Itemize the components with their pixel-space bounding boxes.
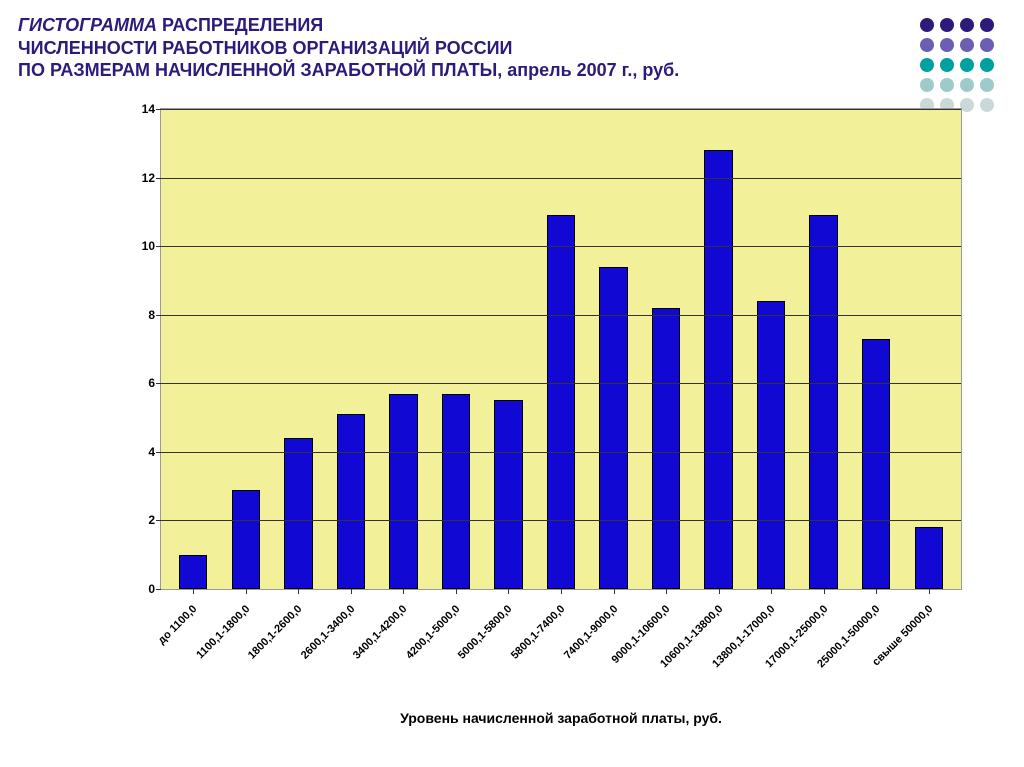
bar-slot: 9000,1-10600,0 [640, 109, 693, 589]
x-tick-mark [298, 589, 299, 594]
bar-slot: 4200,1-5000,0 [430, 109, 483, 589]
decor-dot [960, 78, 974, 92]
bar [862, 339, 890, 589]
x-tick-mark [456, 589, 457, 594]
title-line3: ПО РАЗМЕРАМ НАЧИСЛЕННОЙ ЗАРАБОТНОЙ ПЛАТЫ… [18, 60, 679, 80]
decor-dot [960, 58, 974, 72]
decor-dot [940, 58, 954, 72]
x-tick-mark [666, 589, 667, 594]
bar-slot: 1100,1-1800,0 [220, 109, 273, 589]
y-tick-mark [156, 520, 161, 521]
x-tick-mark [719, 589, 720, 594]
decor-dot [940, 18, 954, 32]
decor-dot [960, 38, 974, 52]
decor-dot [980, 58, 994, 72]
decor-dot [940, 78, 954, 92]
grid-line [161, 383, 961, 384]
x-tick-mark [561, 589, 562, 594]
y-tick-mark [156, 246, 161, 247]
bar [704, 150, 732, 589]
grid-line [161, 315, 961, 316]
bar [284, 438, 312, 589]
y-tick-mark [156, 589, 161, 590]
bar-slot: 5000,1-5800,0 [482, 109, 535, 589]
bar [547, 215, 575, 589]
y-tick-mark [156, 315, 161, 316]
x-tick-mark [929, 589, 930, 594]
decor-dot [920, 78, 934, 92]
y-tick-mark [156, 178, 161, 179]
bar [179, 555, 207, 589]
x-tick-mark [771, 589, 772, 594]
x-tick-mark [351, 589, 352, 594]
bar-slot: 25000,1-50000,0 [850, 109, 903, 589]
bar-slot: 13800,1-17000,0 [745, 109, 798, 589]
bar [757, 301, 785, 589]
bar-slot: 10600,1-13800,0 [692, 109, 745, 589]
title-line2: ЧИСЛЕННОСТИ РАБОТНИКОВ ОРГАНИЗАЦИЙ РОССИ… [18, 38, 513, 58]
grid-line [161, 520, 961, 521]
bar [337, 414, 365, 589]
decor-dot [920, 38, 934, 52]
bar-slot: 3400,1-4200,0 [377, 109, 430, 589]
bar-slot: 2600,1-3400,0 [325, 109, 378, 589]
grid-line [161, 109, 961, 110]
bar [652, 308, 680, 589]
title-line1-italic: ГИСТОГРАММА [18, 15, 157, 35]
bar-slot: до 1100,0 [167, 109, 220, 589]
bar [442, 394, 470, 589]
bar [494, 400, 522, 589]
x-axis-label: Уровень начисленной заработной платы, ру… [160, 710, 962, 726]
grid-line [161, 246, 961, 247]
x-tick-mark [246, 589, 247, 594]
bar-slot: 7400,1-9000,0 [587, 109, 640, 589]
bar [809, 215, 837, 589]
bar [389, 394, 417, 589]
bar-slot: 17000,1-25000,0 [797, 109, 850, 589]
decor-dot [920, 58, 934, 72]
decor-dot [980, 98, 994, 112]
decor-dot [980, 18, 994, 32]
decor-dot [980, 78, 994, 92]
x-tick-mark [193, 589, 194, 594]
y-tick-mark [156, 383, 161, 384]
chart-title: ГИСТОГРАММА РАСПРЕДЕЛЕНИЯ ЧИСЛЕННОСТИ РА… [18, 14, 904, 82]
bar-slot: свыше 50000,0 [902, 109, 955, 589]
bar [232, 490, 260, 589]
x-tick-mark [508, 589, 509, 594]
plot-area: до 1100,01100,1-1800,01800,1-2600,02600,… [160, 108, 962, 590]
decor-dot [980, 38, 994, 52]
y-tick-mark [156, 109, 161, 110]
y-tick-mark [156, 452, 161, 453]
x-tick-mark [614, 589, 615, 594]
bar-slot: 1800,1-2600,0 [272, 109, 325, 589]
x-tick-mark [824, 589, 825, 594]
x-tick-mark [403, 589, 404, 594]
x-tick-mark [876, 589, 877, 594]
decor-dot [940, 38, 954, 52]
histogram-chart: Удельный вес работников, % до 1100,01100… [100, 100, 970, 660]
decor-dot [960, 18, 974, 32]
bar [915, 527, 943, 589]
title-line1-rest: РАСПРЕДЕЛЕНИЯ [157, 15, 323, 35]
decor-dot [920, 18, 934, 32]
grid-line [161, 178, 961, 179]
grid-line [161, 452, 961, 453]
bar-slot: 5800,1-7400,0 [535, 109, 588, 589]
bars-container: до 1100,01100,1-1800,01800,1-2600,02600,… [161, 109, 961, 589]
